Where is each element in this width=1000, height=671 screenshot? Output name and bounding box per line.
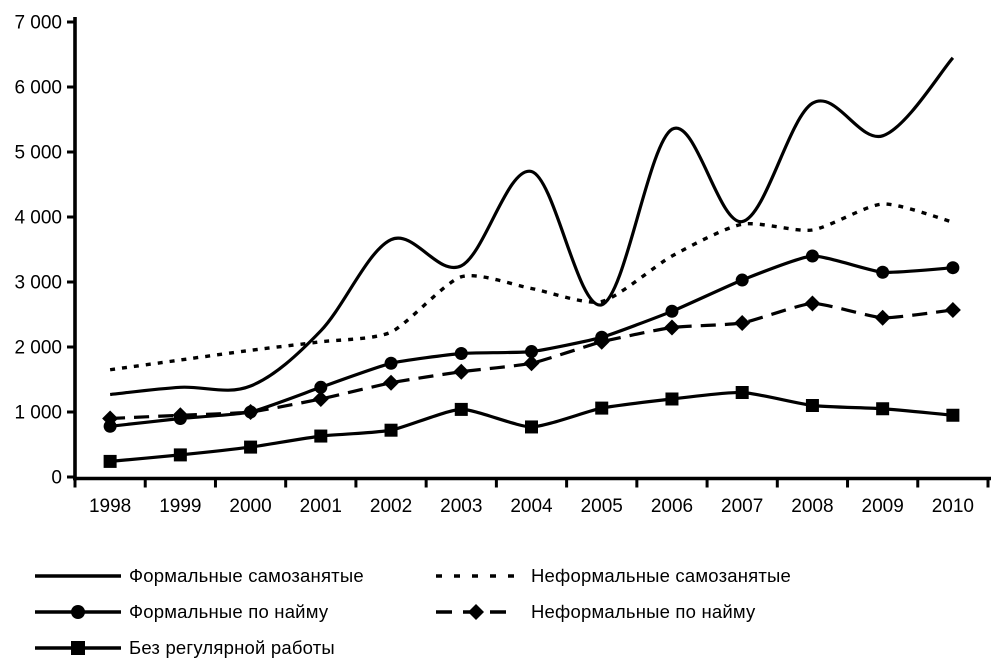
x-tick-label: 2007 <box>721 496 763 517</box>
data-point-diamond <box>874 309 891 326</box>
data-point-diamond <box>593 333 610 350</box>
y-tick-label: 0 <box>51 468 62 489</box>
series-line-1 <box>109 202 954 372</box>
legend-swatch-circle-icon <box>35 605 121 619</box>
legend-label: Без регулярной работы <box>129 637 335 658</box>
data-point-diamond <box>312 391 329 407</box>
data-point-circle <box>946 261 960 275</box>
legend-label: Неформальные по найму <box>531 601 756 622</box>
x-tick-label: 2004 <box>510 496 553 517</box>
data-point-diamond <box>663 319 680 336</box>
x-tick-label: 2005 <box>581 496 623 517</box>
y-tick-label: 4 000 <box>14 208 62 229</box>
data-point-square <box>454 402 468 416</box>
x-tick-label: 2003 <box>440 496 482 517</box>
data-point-square <box>244 440 258 454</box>
data-point-diamond <box>804 295 821 312</box>
chart-legend: Формальные самозанятые Неформальные самоз… <box>35 564 791 660</box>
data-point-diamond <box>944 301 961 318</box>
data-point-circle <box>735 273 749 287</box>
data-point-square <box>735 386 749 399</box>
data-point-square <box>103 454 117 468</box>
x-tick-label: 1998 <box>89 496 131 517</box>
x-tick-label: 2000 <box>229 496 271 517</box>
series-line-0 <box>109 56 955 397</box>
y-tick-label: 6 000 <box>14 78 62 99</box>
legend-item-1: Неформальные самозанятые <box>436 564 791 588</box>
legend-item-3: Неформальные по найму <box>436 600 791 624</box>
data-point-square <box>173 448 187 462</box>
legend-item-4: Без регулярной работы <box>35 636 436 660</box>
legend-label: Формальные самозанятые <box>129 565 364 586</box>
y-tick-label: 3 000 <box>14 273 62 294</box>
series-line-2 <box>109 254 954 428</box>
y-tick-label: 2 000 <box>14 338 62 359</box>
data-point-square <box>876 402 890 416</box>
legend-swatch-diamond-icon <box>436 604 516 620</box>
x-tick-label: 2002 <box>370 496 412 517</box>
data-point-diamond <box>102 410 119 427</box>
data-point-diamond <box>734 314 751 331</box>
data-point-diamond <box>383 374 400 391</box>
data-point-circle <box>314 380 328 394</box>
y-tick-label: 7 000 <box>14 13 62 34</box>
legend-label: Формальные по найму <box>129 601 329 622</box>
data-point-circle <box>805 249 819 263</box>
data-point-circle <box>384 356 398 370</box>
data-point-square <box>525 420 538 434</box>
x-tick-label: 2006 <box>651 496 693 517</box>
x-tick-label: 1999 <box>159 496 201 517</box>
x-tick-label: 2010 <box>932 496 974 517</box>
x-tick-label: 2009 <box>862 496 904 517</box>
data-point-square <box>805 399 819 412</box>
data-point-circle <box>665 304 679 318</box>
y-tick-label: 1 000 <box>14 403 62 424</box>
data-point-square <box>595 401 609 415</box>
data-point-square <box>665 392 679 406</box>
legend-swatch-solid-icon <box>35 574 121 578</box>
line-chart: 0 1 000 2 000 3 000 4 000 5 000 6 000 7 000 1998… <box>14 13 991 517</box>
data-point-diamond <box>523 355 540 372</box>
legend-item-2: Формальные по найму <box>35 600 436 624</box>
legend-swatch-dotted-icon <box>436 574 516 578</box>
data-point-diamond <box>453 363 470 380</box>
data-point-diamond <box>242 404 259 420</box>
data-point-square <box>384 423 398 437</box>
data-point-square <box>946 408 960 422</box>
legend-item-0: Формальные самозанятые <box>35 564 436 588</box>
data-point-circle <box>876 265 890 279</box>
legend-label: Неформальные самозанятые <box>531 565 792 586</box>
x-tick-label: 2001 <box>300 496 342 517</box>
data-point-diamond <box>172 407 189 424</box>
x-tick-label: 2008 <box>791 496 833 517</box>
legend-swatch-square-icon <box>35 641 121 655</box>
data-point-circle <box>454 347 468 360</box>
data-point-circle <box>525 345 538 359</box>
y-tick-label: 5 000 <box>14 143 62 164</box>
data-point-square <box>314 429 328 443</box>
